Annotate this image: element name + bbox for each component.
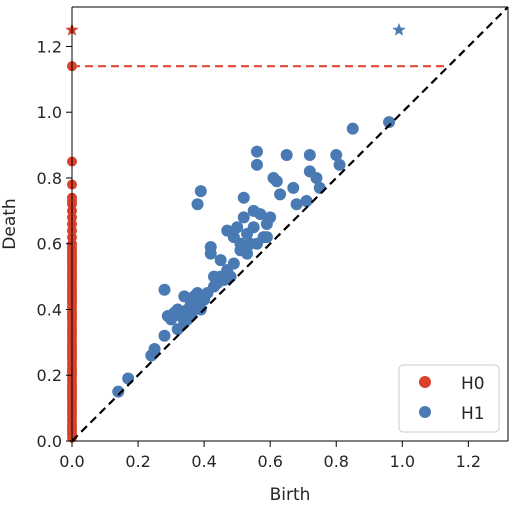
legend: H0 H1 [398, 364, 500, 433]
h1-point [280, 148, 293, 161]
h1-point [264, 211, 277, 224]
x-tick-label: 0.0 [59, 452, 84, 471]
h1-point [346, 122, 359, 135]
h1-point [290, 198, 303, 211]
y-tick-label: 1.0 [37, 103, 62, 122]
x-tick-label: 0.8 [324, 452, 349, 471]
h1-point [274, 188, 287, 201]
y-tick-label: 1.2 [37, 37, 62, 56]
x-tick-label: 0.4 [191, 452, 216, 471]
h1-point [247, 221, 260, 234]
h1-point [330, 148, 343, 161]
h1-point [313, 181, 326, 194]
legend-marker-h1 [419, 406, 431, 418]
y-tick-label: 0.8 [37, 169, 62, 188]
h1-point [260, 231, 273, 244]
y-axis-label: Death [0, 198, 20, 249]
x-tick-label: 1.0 [390, 452, 415, 471]
h1-point [227, 257, 240, 270]
diagonal-line [71, 6, 509, 442]
x-axis-label: Birth [270, 485, 311, 505]
h1-point [250, 158, 263, 171]
y-tick-label: 0.6 [37, 235, 62, 254]
h1-point [300, 194, 313, 207]
h1-point [204, 247, 217, 260]
h1-point [158, 329, 171, 342]
h1-point [333, 158, 346, 171]
h1-point [231, 221, 244, 234]
axes-frame [71, 6, 509, 442]
h1-point [112, 385, 125, 398]
ticks-layer: 0.0 0.2 0.4 0.6 0.8 1.0 1.2 0.0 0.2 0.4 0.6 0.8 1.0 1… [37, 37, 482, 471]
h1-point [270, 175, 283, 188]
legend-label-h1: H1 [461, 404, 485, 424]
y-tick-label: 0.2 [37, 366, 62, 385]
h1-point [250, 145, 263, 158]
h1-point [194, 185, 207, 198]
h1-point [383, 116, 396, 129]
h1-point [254, 208, 267, 221]
h1-point [158, 283, 171, 296]
h1-point [122, 372, 135, 385]
h1-point [214, 254, 227, 267]
y-tick-label: 0.0 [37, 432, 62, 451]
x-tick-label: 1.2 [456, 452, 481, 471]
h1-point [191, 198, 204, 211]
y-tick-label: 0.4 [37, 300, 62, 319]
h1-point [237, 211, 250, 224]
h1-point [241, 247, 254, 260]
h1-point [237, 191, 250, 204]
x-tick-label: 0.2 [125, 452, 150, 471]
h1-point [287, 181, 300, 194]
h1-infinite-star-icon [392, 23, 406, 36]
data-layer [65, 6, 509, 443]
legend-marker-h0 [419, 376, 431, 388]
h1-point [224, 270, 237, 283]
h1-point [303, 148, 316, 161]
legend-label-h0: H0 [461, 374, 485, 394]
x-tick-label: 0.6 [257, 452, 282, 471]
h1-point [194, 303, 207, 316]
h1-point [310, 171, 323, 184]
h1-point [148, 342, 161, 355]
